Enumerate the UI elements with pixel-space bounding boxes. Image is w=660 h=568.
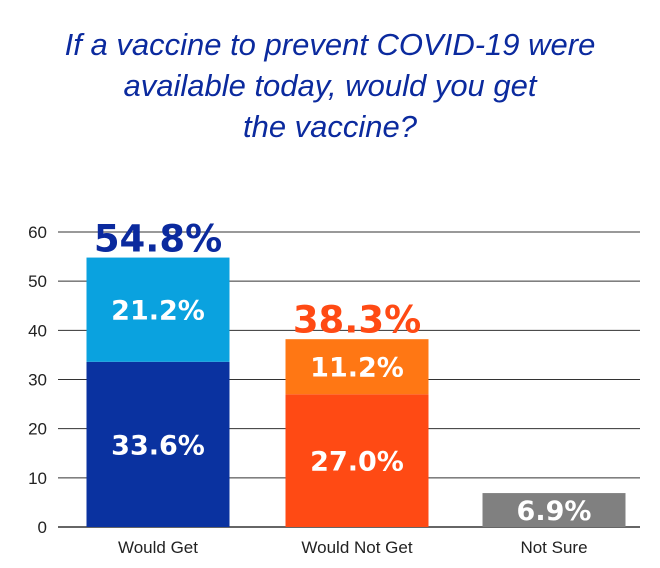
segment-label-0-0: 33.6% [111, 430, 205, 461]
bar-1-segment-0 [285, 394, 429, 527]
bars [86, 257, 626, 527]
segment-label-1-1: 11.2% [310, 353, 404, 384]
bar-2-segment-0 [482, 493, 626, 527]
total-label-1: 38.3% [293, 299, 421, 342]
y-tick-label-20: 20 [28, 420, 47, 439]
y-tick-label-50: 50 [28, 272, 47, 291]
segment-label-1-0: 27.0% [310, 447, 404, 478]
bar-0-segment-0 [86, 361, 230, 527]
bar-0-segment-1 [86, 257, 230, 362]
total-label-0: 54.8% [94, 218, 222, 261]
x-category-label-2: Not Sure [520, 538, 587, 557]
segment-label-2-0: 6.9% [517, 496, 592, 527]
y-tick-label-0: 0 [38, 518, 47, 537]
bar-1-segment-1 [285, 339, 429, 395]
segment-label-0-1: 21.2% [111, 296, 205, 327]
y-tick-label-40: 40 [28, 321, 47, 340]
y-tick-label-30: 30 [28, 371, 47, 390]
y-tick-label-10: 10 [28, 469, 47, 488]
labels: 33.6% 21.2% 54.8% Would Get 27.0% 11.2% 38.3% W… [94, 218, 592, 557]
x-category-label-1: Would Not Get [301, 538, 412, 557]
chart-title: If a vaccine to prevent COVID-19 were av… [64, 27, 596, 144]
x-category-label-0: Would Get [118, 538, 198, 557]
y-tick-label-60: 60 [28, 223, 47, 242]
